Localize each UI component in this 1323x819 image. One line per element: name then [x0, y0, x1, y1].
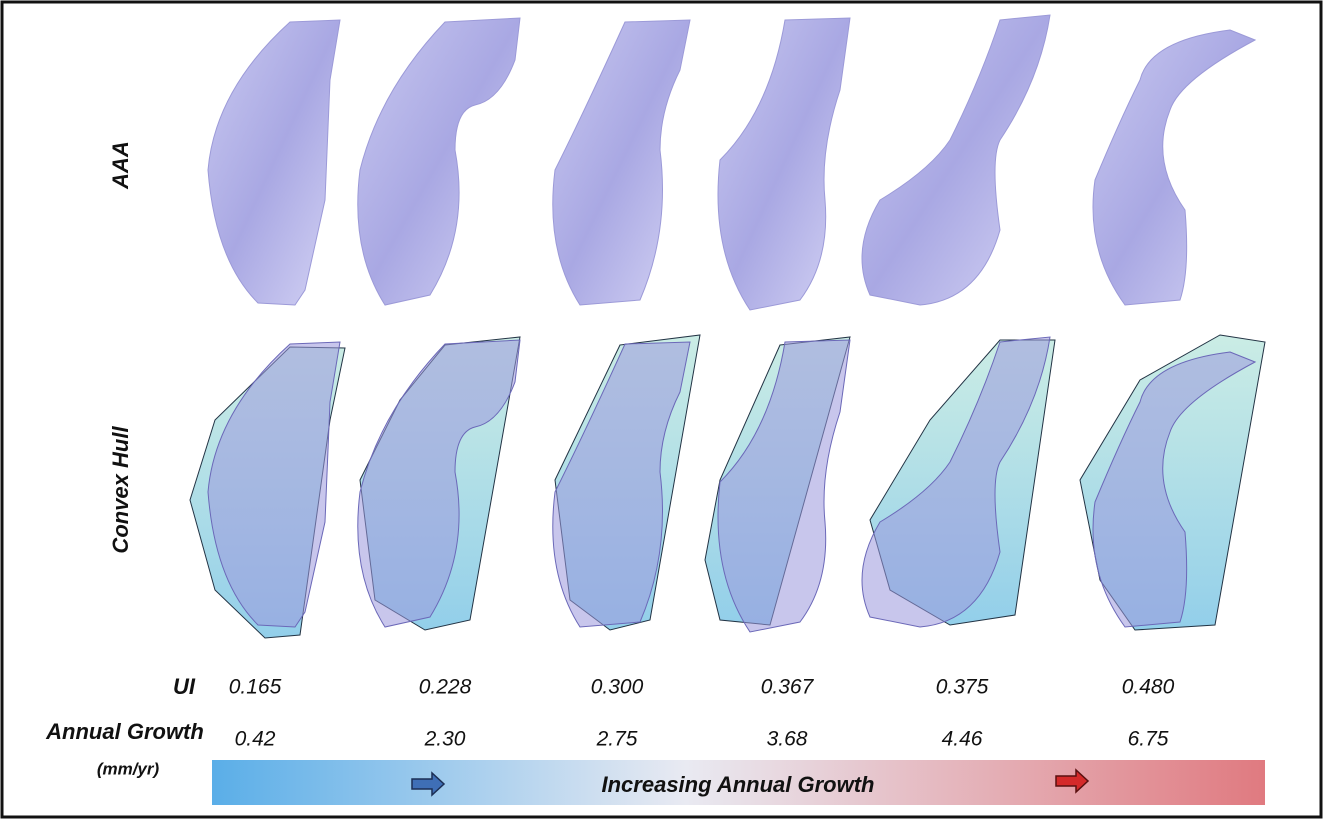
metric-value: 0.367 — [761, 676, 815, 699]
figure: AAA Convex Hull UI Annual Growth (mm/yr)… — [0, 0, 1323, 819]
metric-unit: (mm/yr) — [97, 759, 160, 778]
metric-value: 2.75 — [596, 728, 638, 751]
metric-value: 0.42 — [235, 728, 276, 751]
metric-value: 0.228 — [419, 676, 472, 699]
metric-value: 0.375 — [936, 676, 989, 699]
metric-value: 0.300 — [591, 676, 644, 699]
metric-value: 2.30 — [424, 728, 466, 751]
metric-label: Annual Growth — [45, 719, 204, 744]
growth-label: Increasing Annual Growth — [602, 772, 875, 797]
metric-value: 0.165 — [229, 676, 282, 699]
page: {"row_labels": {"aaa": "AAA", "convex_hu… — [0, 0, 1323, 819]
metric-label: UI — [173, 674, 196, 699]
metric-value: 3.68 — [767, 728, 808, 751]
metric-value: 0.480 — [1122, 676, 1175, 699]
metric-value: 6.75 — [1128, 728, 1169, 751]
row-label: Convex Hull — [108, 426, 133, 554]
metric-value: 4.46 — [942, 728, 983, 751]
row-label: AAA — [108, 141, 133, 190]
